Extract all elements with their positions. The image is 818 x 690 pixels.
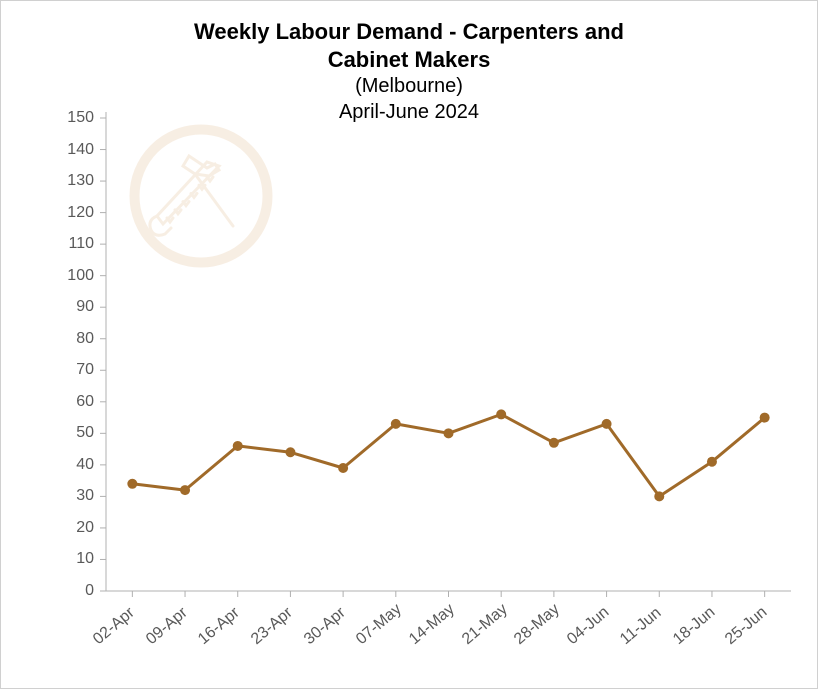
y-tick-label: 120: [1, 204, 94, 222]
line-chart-plot: [1, 1, 818, 690]
y-tick-label: 150: [1, 109, 94, 127]
y-tick-label: 20: [1, 519, 94, 537]
y-tick-label: 0: [1, 582, 94, 600]
y-tick-label: 50: [1, 424, 94, 442]
y-tick-label: 100: [1, 267, 94, 285]
y-tick-label: 30: [1, 487, 94, 505]
y-tick-label: 110: [1, 235, 94, 253]
y-tick-label: 70: [1, 361, 94, 379]
chart-container: Weekly Labour Demand - Carpenters and Ca…: [0, 0, 818, 689]
y-tick-label: 60: [1, 393, 94, 411]
y-tick-label: 40: [1, 456, 94, 474]
y-tick-label: 140: [1, 141, 94, 159]
y-tick-label: 130: [1, 172, 94, 190]
y-tick-label: 90: [1, 298, 94, 316]
y-tick-label: 80: [1, 330, 94, 348]
y-tick-label: 10: [1, 550, 94, 568]
